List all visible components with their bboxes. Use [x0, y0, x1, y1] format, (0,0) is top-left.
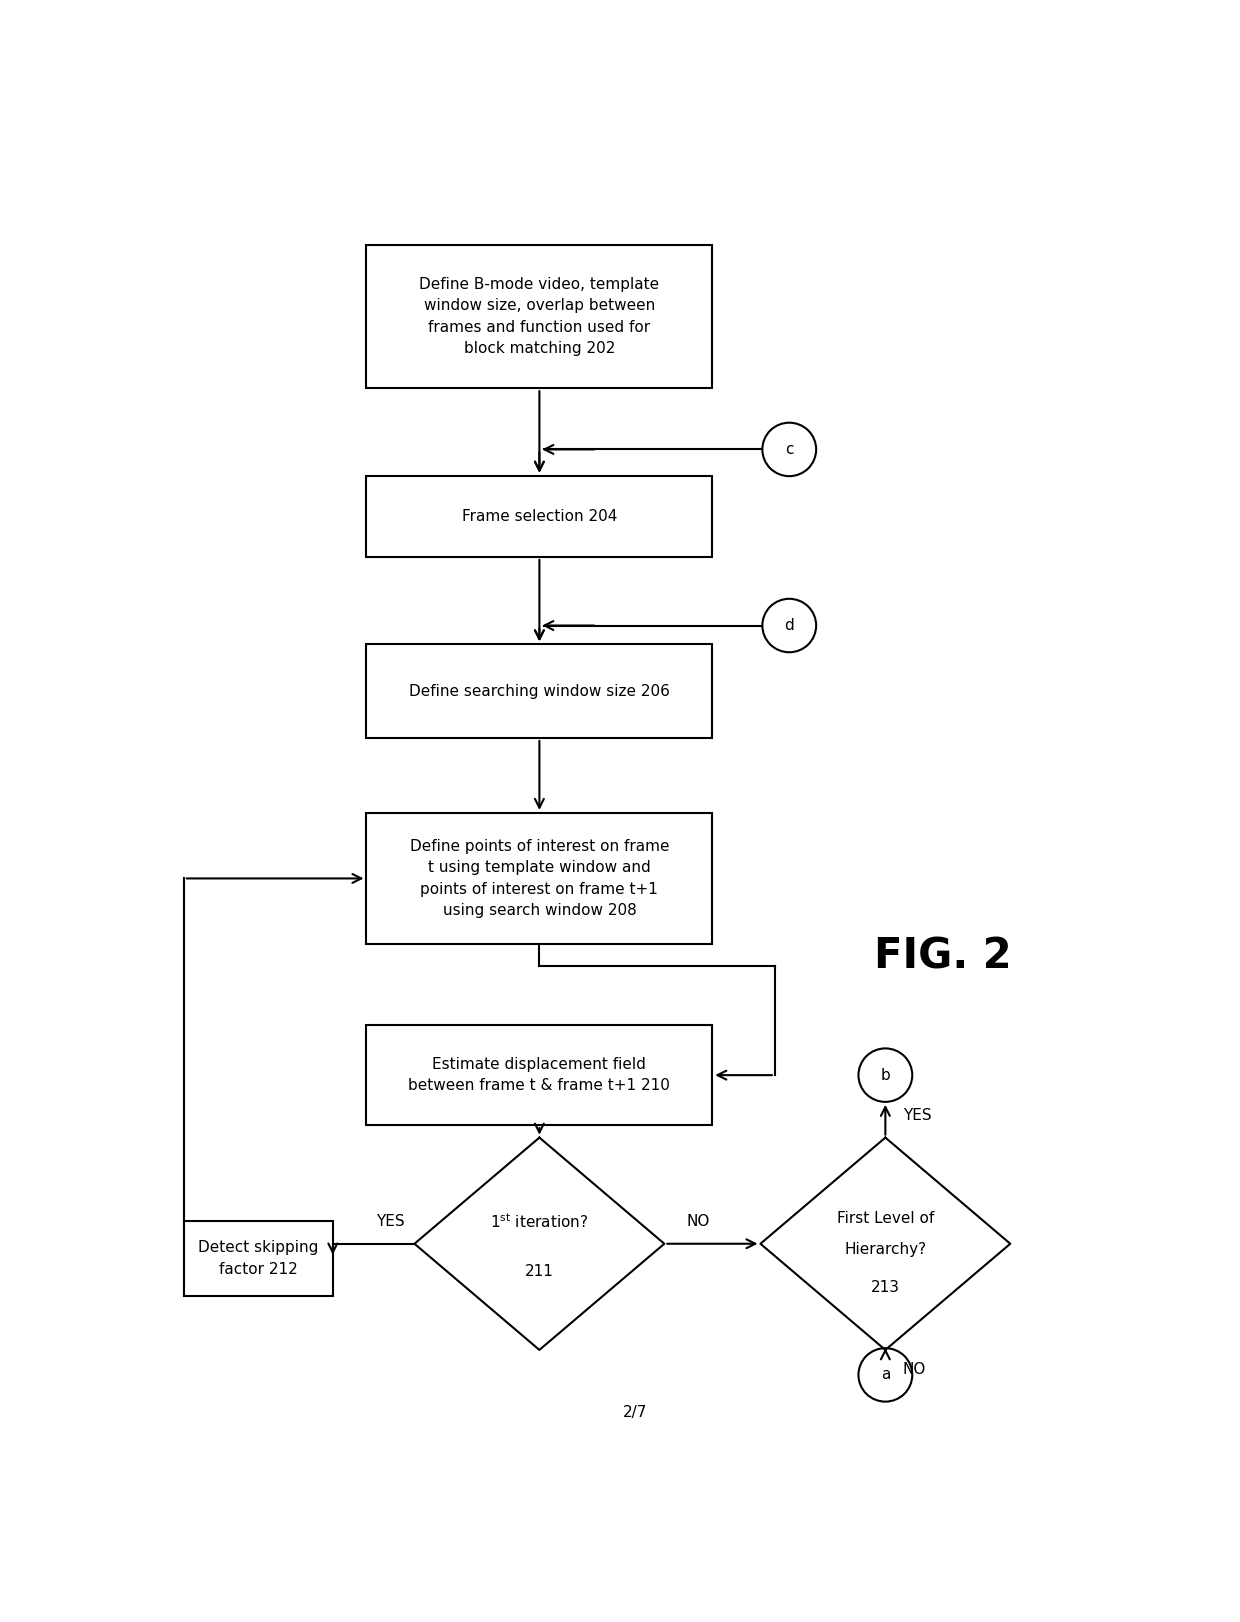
Text: First Level of: First Level of [837, 1212, 934, 1226]
Text: b: b [880, 1067, 890, 1082]
Bar [367, 475, 712, 556]
Bar [367, 644, 712, 738]
Text: YES: YES [903, 1108, 931, 1122]
Text: Define B-mode video, template
window size, overlap between
frames and function u: Define B-mode video, template window siz… [419, 276, 660, 357]
Text: Detect skipping
factor 212: Detect skipping factor 212 [198, 1241, 319, 1277]
Bar [367, 245, 712, 388]
Text: Hierarchy?: Hierarchy? [844, 1242, 926, 1257]
Bar [184, 1221, 332, 1296]
Text: NO: NO [686, 1213, 709, 1229]
Text: NO: NO [903, 1362, 926, 1377]
Bar [367, 813, 712, 944]
Text: Define points of interest on frame
t using template window and
points of interes: Define points of interest on frame t usi… [409, 839, 670, 918]
Text: Frame selection 204: Frame selection 204 [461, 509, 618, 524]
Text: YES: YES [376, 1213, 404, 1229]
Bar [367, 1025, 712, 1126]
Text: FIG. 2: FIG. 2 [874, 936, 1012, 978]
Text: 1$^{\sf st}$ iteration?: 1$^{\sf st}$ iteration? [490, 1212, 589, 1231]
Text: c: c [785, 441, 794, 457]
Text: Estimate displacement field
between frame t & frame t+1 210: Estimate displacement field between fram… [408, 1058, 671, 1093]
Text: Define searching window size 206: Define searching window size 206 [409, 683, 670, 699]
Text: 211: 211 [525, 1264, 554, 1278]
Text: 213: 213 [870, 1280, 900, 1294]
Text: 2/7: 2/7 [624, 1405, 647, 1419]
Text: d: d [785, 618, 794, 633]
Text: a: a [880, 1367, 890, 1382]
